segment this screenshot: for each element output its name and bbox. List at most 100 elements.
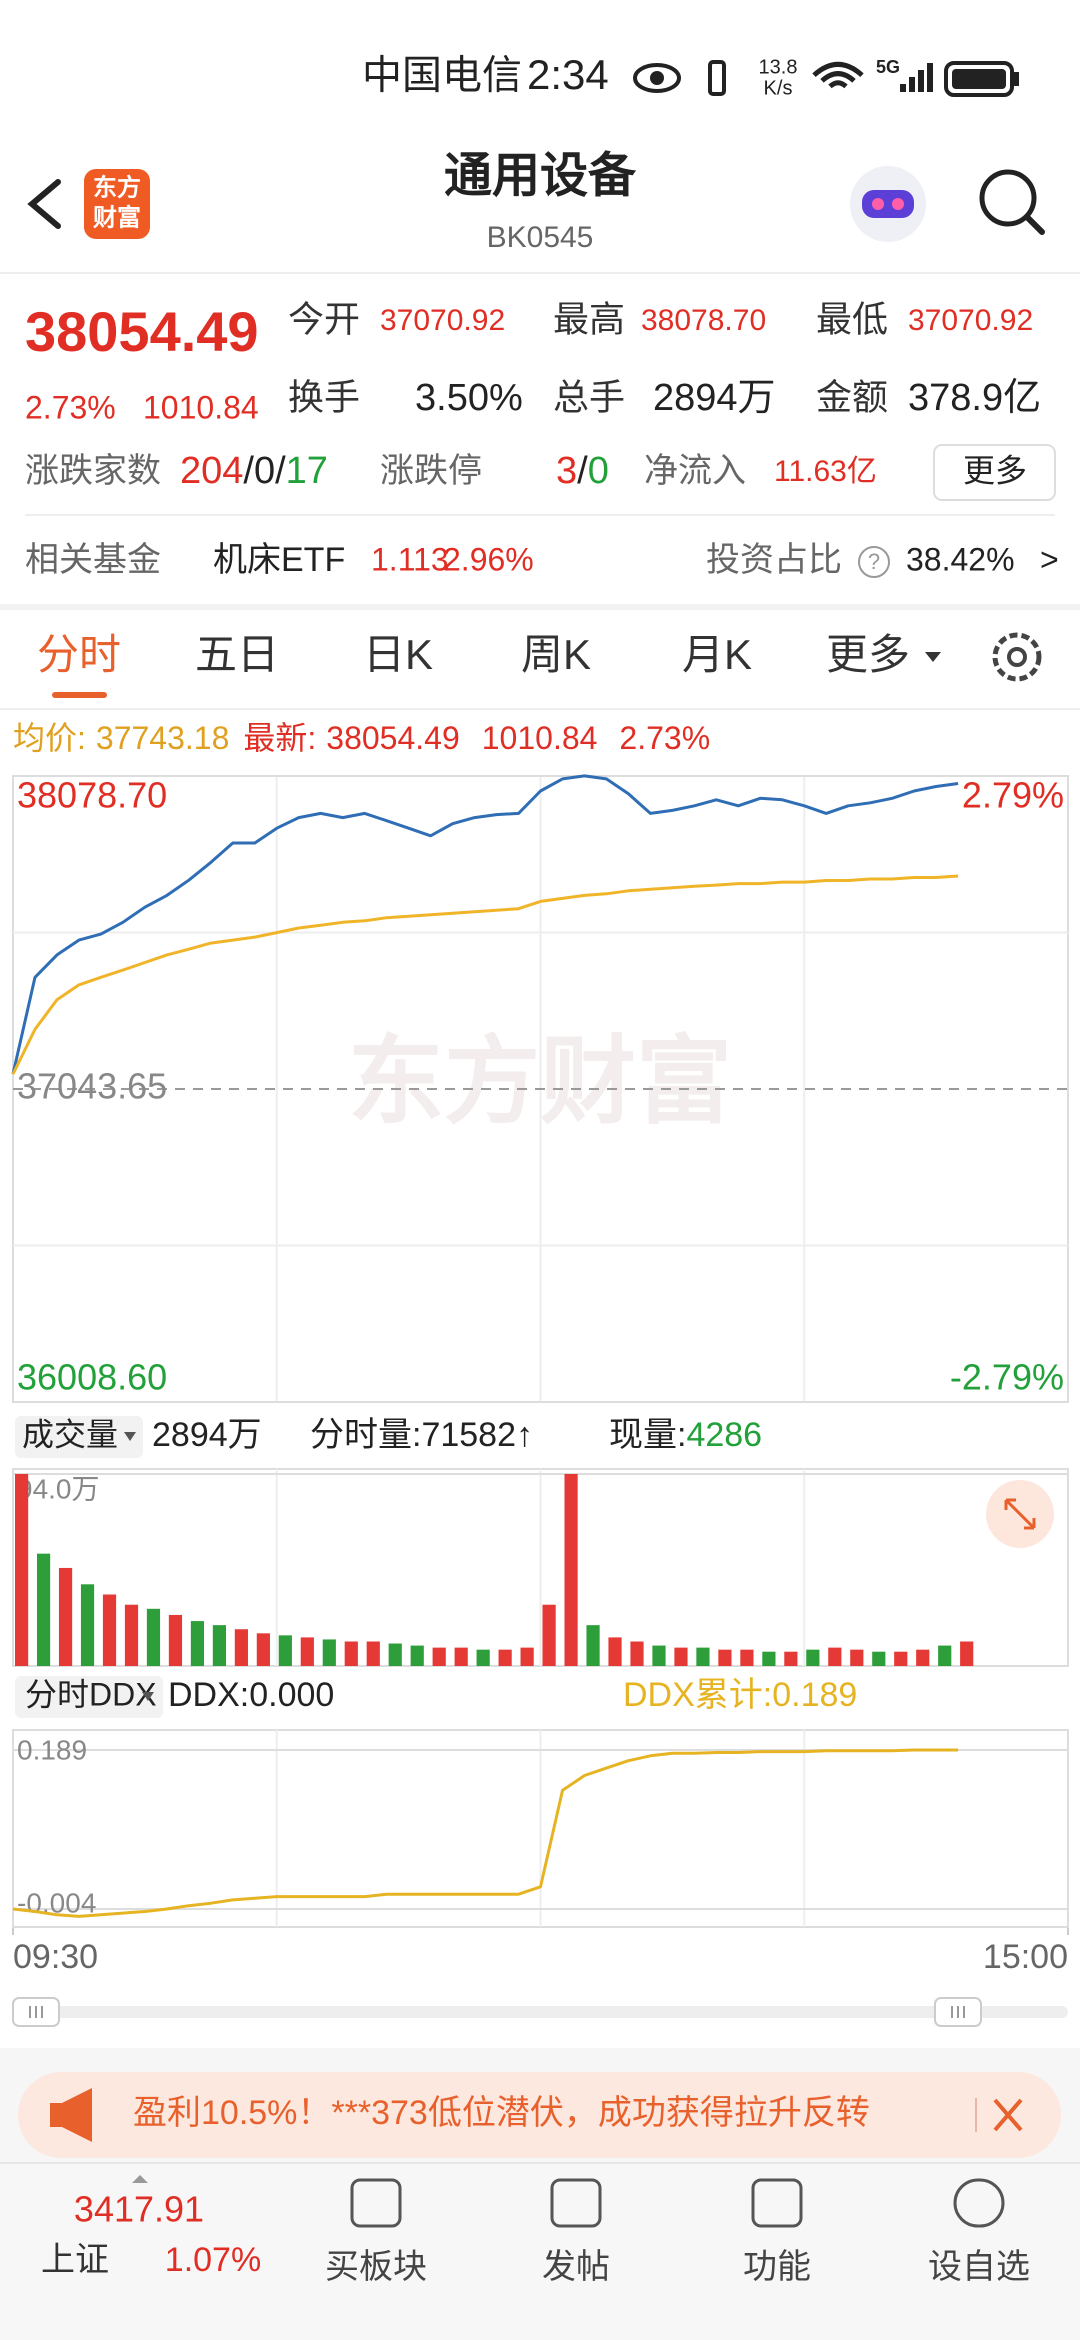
battery-tip <box>1014 72 1019 86</box>
wifi-icon <box>820 71 856 83</box>
more-button[interactable] <box>933 444 1056 501</box>
quote-label: 最高 <box>553 299 625 340</box>
volume-bar <box>916 1649 930 1666</box>
volume-bar <box>542 1604 556 1666</box>
more-button-label[interactable]: 更多 <box>963 452 1027 488</box>
back-button[interactable] <box>27 179 61 229</box>
fund-name[interactable]: 机床ETF <box>213 541 345 579</box>
ddx-value: DDX:0.000 <box>168 1676 334 1714</box>
quote-value: 37070.92 <box>380 304 505 337</box>
y-tick-label: 94.0万 <box>17 1473 100 1504</box>
x-tick-label: 09:30 <box>13 1938 98 1976</box>
last-price: 38054.49 <box>25 300 259 363</box>
price-info: 均价: 37743.18 最新: 38054.49 1010.84 2.73% <box>13 720 710 756</box>
index-pct: 1.07% <box>165 2241 261 2279</box>
text-part: 2.73% <box>619 720 710 756</box>
breadth-label: 涨跌家数 <box>25 452 161 490</box>
quote-value: 37070.92 <box>908 304 1033 337</box>
volume-bar <box>102 1594 117 1666</box>
tab[interactable]: 更多 <box>826 631 910 678</box>
promo-text[interactable]: 盈利10.5%！***373低位潜伏，成功获得拉升反转 <box>133 2094 870 2132</box>
clock: 2:34 <box>527 51 609 98</box>
text-part: 17 <box>286 450 328 492</box>
indicator-select[interactable] <box>15 1416 143 1458</box>
volume-bar <box>344 1641 358 1666</box>
volume-bar <box>278 1635 292 1666</box>
change-value: 1010.84 <box>143 389 259 425</box>
fund-pct: 2.96% <box>443 541 534 577</box>
signal-bar <box>909 77 915 92</box>
text-part: 均价: <box>13 720 86 756</box>
volume-bar <box>58 1567 73 1666</box>
text-part: / <box>577 450 588 492</box>
index-value[interactable]: 3417.91 <box>74 2189 204 2230</box>
search-button[interactable] <box>979 169 1037 227</box>
tab[interactable]: 分时 <box>37 631 121 678</box>
y-tick-label: 36008.60 <box>17 1357 167 1398</box>
volume-bar <box>190 1621 205 1666</box>
quote-label: 总手 <box>553 377 625 418</box>
tab[interactable]: 周K <box>521 631 591 678</box>
text-part: 37743.18 <box>96 720 229 756</box>
indicator-select[interactable] <box>15 1676 163 1718</box>
nav-label[interactable]: 功能 <box>743 2248 811 2286</box>
text-part: 最新: <box>243 720 316 756</box>
net-speed: 13.8 <box>759 56 798 78</box>
carrier: 中国电信 <box>362 54 522 98</box>
y2-tick-label: 2.79% <box>962 775 1064 816</box>
nav-icon[interactable] <box>550 2178 602 2228</box>
help-icon-text: ? <box>868 549 880 574</box>
nav-icon[interactable] <box>953 2178 1005 2228</box>
volume-bar <box>696 1647 710 1666</box>
fund-price: 1.113 <box>371 541 449 577</box>
volume-bar <box>388 1643 402 1666</box>
volume-bar <box>36 1553 51 1666</box>
volume-bar <box>938 1645 952 1666</box>
tab[interactable]: 五日 <box>195 631 279 678</box>
vibrate-icon <box>708 60 726 96</box>
indicator-name[interactable]: 分时DDX <box>25 1676 157 1712</box>
settings-hub <box>1007 647 1027 667</box>
index-name: 上证 <box>41 2241 109 2279</box>
nav-icon[interactable] <box>751 2178 803 2228</box>
settings-button[interactable] <box>992 632 1042 682</box>
volume-bar <box>366 1641 380 1666</box>
text-part: / <box>243 450 254 492</box>
breadth-value: 204/0/17 <box>180 450 328 492</box>
volume-bar <box>168 1614 183 1666</box>
ratio-value: 38.42% <box>906 541 1015 577</box>
network-type: 5G <box>876 57 900 77</box>
volume-bar <box>806 1649 820 1666</box>
volume-bar <box>300 1637 314 1666</box>
robot-eye <box>892 198 904 210</box>
indicator-name[interactable]: 成交量 <box>22 1416 118 1452</box>
close-button[interactable] <box>993 2098 1023 2132</box>
logo-text: 东方 <box>93 173 141 201</box>
text-part: 0 <box>588 450 609 492</box>
volume-bar <box>432 1647 446 1666</box>
eye-icon <box>633 63 681 93</box>
text-part: 0 <box>254 450 275 492</box>
signal-bar <box>927 63 933 92</box>
signal-bar <box>918 70 924 92</box>
nav-label[interactable]: 设自选 <box>928 2248 1030 2286</box>
signal-bar <box>900 84 906 92</box>
tab[interactable]: 月K <box>682 631 752 678</box>
quote-label: 今开 <box>288 299 360 340</box>
robot-eye <box>872 198 884 210</box>
volume-bar <box>740 1649 754 1666</box>
quote-value: 378.9亿 <box>908 377 1041 419</box>
tab[interactable]: 日K <box>363 631 433 678</box>
quote-value: 3.50% <box>415 377 523 419</box>
nav-label[interactable]: 发帖 <box>542 2248 610 2286</box>
nav-icon[interactable] <box>350 2178 402 2228</box>
divider <box>25 514 1055 516</box>
y-tick-label: 38078.70 <box>17 775 167 816</box>
nav-label[interactable]: 买板块 <box>325 2248 427 2286</box>
promo-banner[interactable] <box>18 2072 1061 2158</box>
board-code: BK0545 <box>487 221 594 254</box>
series-line <box>12 1748 959 1918</box>
ddx-cumulative: DDX累计:0.189 <box>623 1676 857 1714</box>
divider <box>0 272 1080 274</box>
